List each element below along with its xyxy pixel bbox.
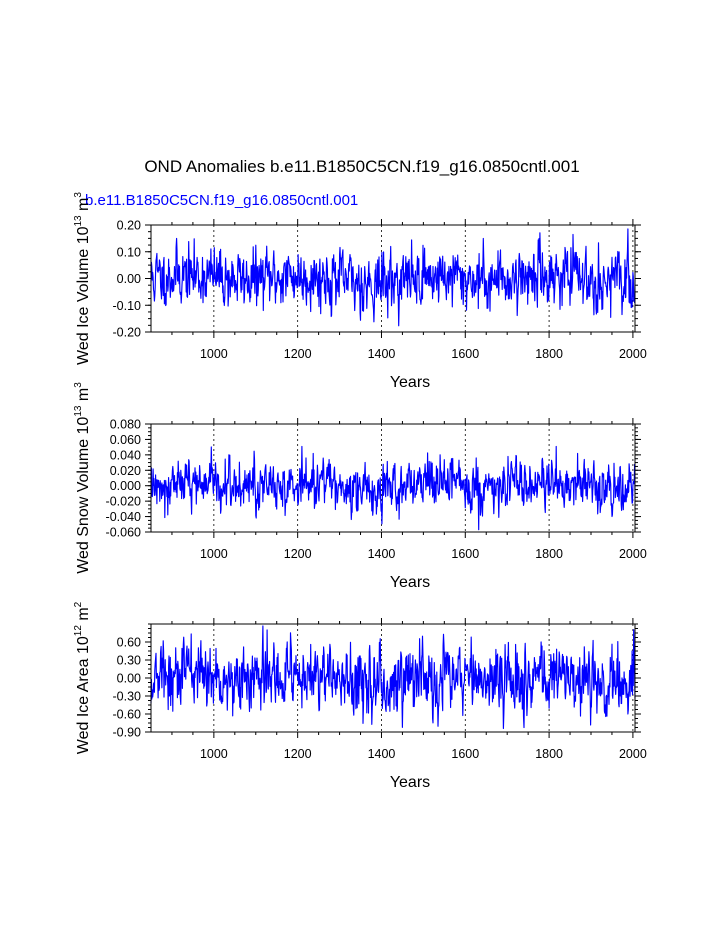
series-line-3 — [150, 625, 636, 730]
y-tick-label: 0.080 — [110, 418, 141, 432]
y-tick-label: 0.040 — [110, 448, 141, 462]
chart-panel-1: b.e11.B1850C5CN.f19_g16.0850cntl.001 1000… — [73, 192, 647, 391]
x-tick-label: 2000 — [619, 347, 647, 361]
y-axis-title: Wed Snow Volume 1013 m3 — [73, 382, 92, 574]
y-tick-label: 0.020 — [110, 464, 141, 478]
y-axis-title-unit-exp: 2 — [73, 601, 84, 607]
y-tick-label: 0.10 — [117, 245, 141, 259]
y-tick-label: 0.00 — [117, 672, 141, 686]
x-axis-title: Years — [390, 574, 430, 591]
y-tick-label: -0.90 — [113, 726, 142, 740]
y-tick-label: 0.000 — [110, 479, 141, 493]
chart-title: OND Anomalies b.e11.B1850C5CN.f19_g16.08… — [144, 157, 579, 176]
y-axis-title-main: Wed Ice Area 10 — [75, 636, 92, 754]
y-tick-label: -0.020 — [106, 495, 141, 509]
y-axis-title: Wed Ice Area 1012 m2 — [73, 601, 92, 754]
y-tick-label: 0.060 — [110, 433, 141, 447]
y-axis-title-main: Wed Ice Volume 10 — [75, 226, 92, 365]
y-axis-title-exp: 12 — [73, 625, 84, 637]
x-axis-title: Years — [390, 374, 430, 391]
y-axis-title-unit: m — [75, 388, 92, 406]
x-tick-label: 1000 — [200, 347, 228, 361]
x-tick-label: 2000 — [619, 747, 647, 761]
y-tick-label: 0.00 — [117, 272, 141, 286]
y-axis-title-exp: 13 — [73, 215, 84, 227]
y-axis-title-main: Wed Snow Volume 10 — [75, 417, 92, 574]
x-tick-label: 1000 — [200, 547, 228, 561]
x-axis-title: Years — [390, 774, 430, 791]
y-tick-label: 0.60 — [117, 636, 141, 650]
x-tick-label: 1000 — [200, 747, 228, 761]
series-line-1 — [150, 228, 636, 327]
panel-subtitle: b.e11.B1850C5CN.f19_g16.0850cntl.001 — [85, 192, 358, 209]
y-axis-title-unit: m — [75, 607, 92, 625]
x-tick-label: 1200 — [284, 747, 312, 761]
y-axis-title-unit: m — [75, 198, 92, 216]
chart-panel-2: 1000 1200 1400 1600 1800 2000 -0.060 -0.040-0.0… — [73, 382, 647, 591]
y-tick-label: -0.10 — [113, 299, 142, 313]
y-axis-title-unit-exp: 3 — [73, 382, 84, 388]
x-tick-label: 1600 — [451, 547, 479, 561]
y-tick-label: -0.20 — [113, 326, 142, 340]
x-tick-label: 1600 — [451, 347, 479, 361]
x-tick-label: 1400 — [368, 747, 396, 761]
y-axis-title-unit-exp: 3 — [73, 192, 84, 198]
x-tick-label: 1600 — [451, 747, 479, 761]
x-tick-label: 2000 — [619, 547, 647, 561]
x-tick-label: 1200 — [284, 547, 312, 561]
x-tick-label: 1800 — [535, 747, 563, 761]
x-tick-label: 1200 — [284, 347, 312, 361]
y-axis-title: Wed Ice Volume 1013 m3 — [73, 192, 92, 365]
chart-panel-3: 1000 1200 1400 1600 1800 2000 -0.90 -0.60 -0.30 0… — [73, 601, 647, 791]
x-tick-label: 1800 — [535, 347, 563, 361]
y-tick-label: -0.040 — [106, 510, 141, 524]
x-tick-label: 1400 — [368, 547, 396, 561]
series-line-2 — [150, 445, 636, 531]
x-tick-label: 1800 — [535, 547, 563, 561]
y-tick-label: -0.30 — [113, 690, 142, 704]
y-tick-label: -0.060 — [106, 526, 141, 540]
y-axis-title-exp: 13 — [73, 405, 84, 417]
y-tick-label: -0.60 — [113, 708, 142, 722]
x-tick-label: 1400 — [368, 347, 396, 361]
y-tick-label: 0.30 — [117, 654, 141, 668]
y-tick-label: 0.20 — [117, 219, 141, 233]
